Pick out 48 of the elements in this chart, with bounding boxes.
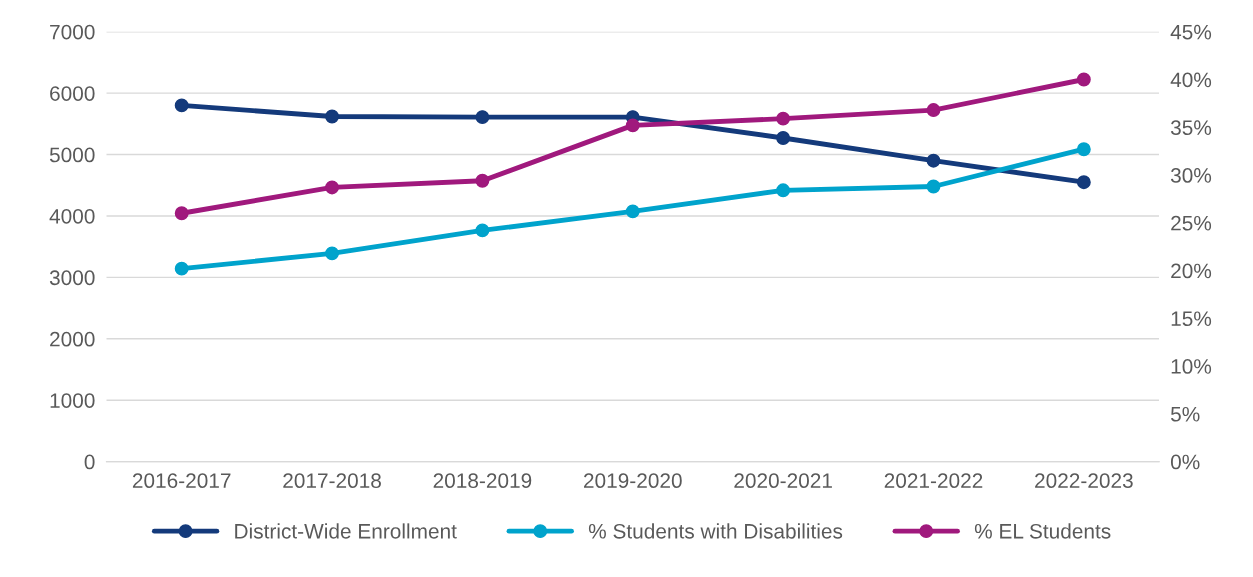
- y2-tick-label: 45%: [1170, 24, 1212, 40]
- legend-label: % EL Students: [974, 523, 1111, 539]
- y-tick-label: 5000: [49, 147, 95, 163]
- point: [776, 111, 791, 126]
- point: [174, 206, 189, 221]
- y-tick-label: 3000: [49, 270, 95, 286]
- point: [325, 246, 339, 261]
- y2-tick-label: 20%: [1171, 263, 1212, 279]
- point: [776, 183, 791, 198]
- point: [1076, 175, 1091, 190]
- y2-tick-label: 10%: [1171, 359, 1212, 374]
- y-tick-label: 6000: [50, 86, 95, 101]
- y2-tick-label: 25%: [1171, 215, 1212, 231]
- y2-tick-label: 5%: [1170, 406, 1200, 422]
- y2-tick-label: 35%: [1170, 120, 1212, 136]
- x-tick-label: 2020-2021: [734, 473, 832, 489]
- point: [475, 173, 490, 188]
- x-tick-label: 2016-2017: [132, 473, 231, 489]
- point: [776, 131, 791, 145]
- point: [1076, 72, 1091, 87]
- point: [1076, 142, 1091, 157]
- legend-label: District-Wide Enrollment: [235, 523, 457, 539]
- point: [926, 153, 941, 168]
- point: [174, 261, 189, 276]
- x-tick-label: 2018-2019: [433, 473, 532, 489]
- y-tick-label: 0: [84, 454, 95, 470]
- point: [174, 98, 189, 113]
- point: [325, 109, 339, 124]
- y-tick-label: 7000: [50, 24, 95, 40]
- point: [475, 110, 490, 125]
- y-tick-label: 1000: [50, 393, 95, 408]
- point: [926, 103, 941, 118]
- x-tick-label: 2021-2022: [884, 473, 983, 489]
- y2-tick-label: 40%: [1170, 72, 1212, 88]
- y2-tick-label: 30%: [1170, 168, 1212, 183]
- point: [625, 118, 640, 133]
- y-tick-label: 2000: [50, 331, 95, 347]
- y2-tick-label: 0%: [1170, 454, 1200, 470]
- y-tick-label: 4000: [49, 208, 95, 224]
- legend-label: % Students with Disabilities: [588, 523, 843, 539]
- y2-tick-label: 15%: [1171, 311, 1212, 327]
- point: [625, 204, 640, 219]
- point: [926, 179, 941, 194]
- x-tick-label: 2019-2020: [584, 473, 682, 489]
- point: [475, 223, 490, 238]
- x-tick-label: 2022-2023: [1035, 473, 1133, 489]
- point: [325, 180, 339, 195]
- x-tick-label: 2017-2018: [283, 473, 381, 489]
